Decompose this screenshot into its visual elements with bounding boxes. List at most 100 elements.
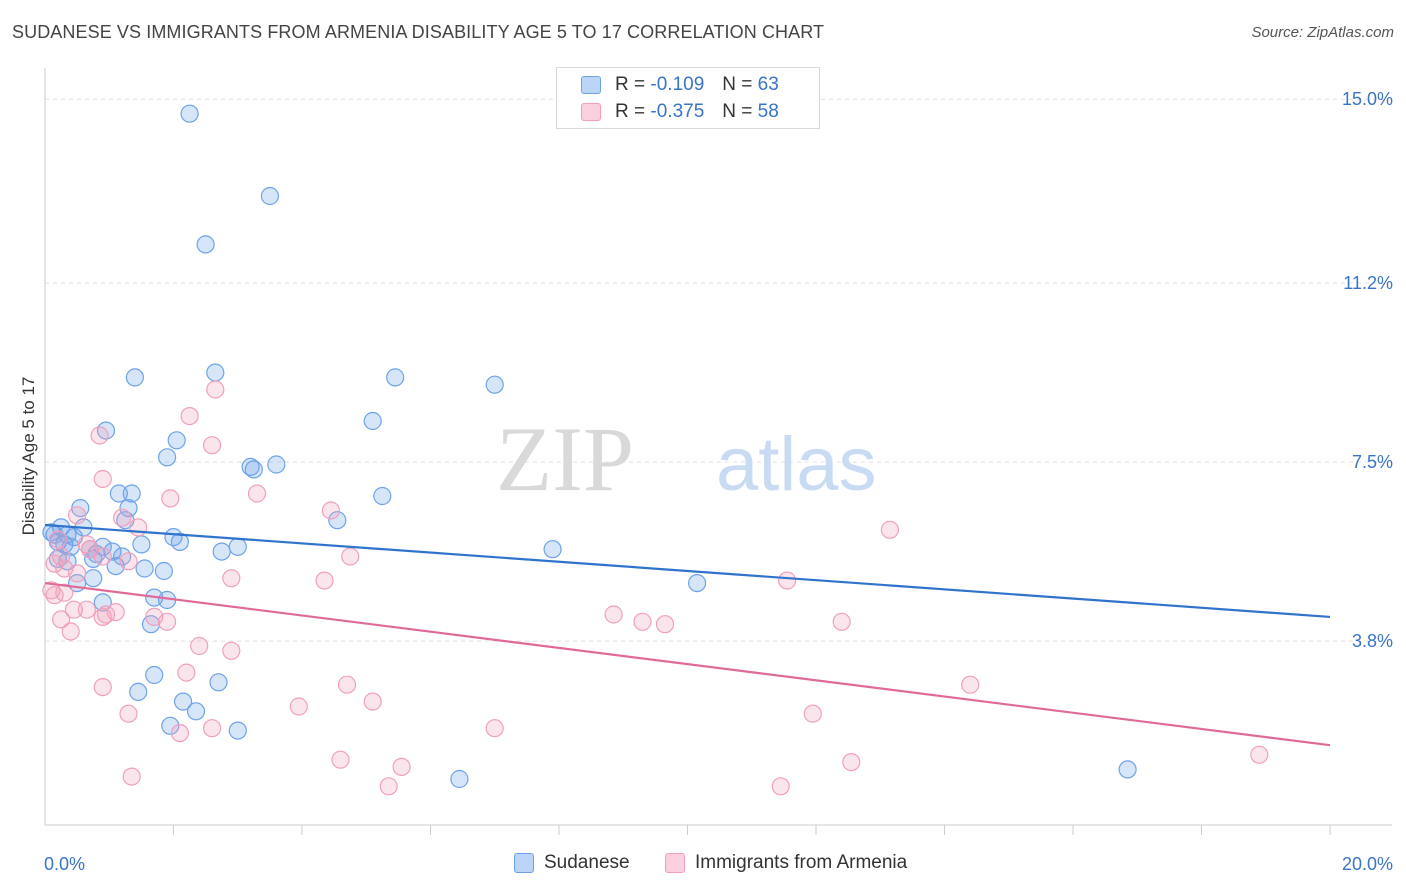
point-armenia bbox=[112, 508, 132, 527]
point-sudanese bbox=[228, 721, 247, 740]
point-sudanese bbox=[328, 511, 347, 530]
y-tick-label: 3.8% bbox=[1352, 631, 1393, 651]
point-armenia bbox=[48, 530, 68, 549]
point-armenia bbox=[341, 547, 360, 566]
point-armenia bbox=[222, 641, 241, 660]
point-sudanese bbox=[84, 569, 103, 588]
legend-swatch-sudanese bbox=[581, 75, 601, 94]
bottom-legend-swatch-sudanese bbox=[514, 852, 534, 873]
point-armenia bbox=[633, 612, 652, 631]
point-armenia bbox=[77, 535, 96, 554]
legend-r-value: -0.109 bbox=[650, 74, 705, 95]
point-armenia bbox=[67, 506, 87, 525]
point-armenia bbox=[379, 777, 398, 796]
bottom-legend-label-armenia: Immigrants from Armenia bbox=[695, 852, 908, 873]
point-sudanese bbox=[122, 484, 141, 503]
point-armenia bbox=[315, 571, 334, 590]
point-armenia bbox=[832, 612, 851, 631]
point-armenia bbox=[803, 704, 822, 723]
point-armenia bbox=[45, 554, 64, 573]
point-armenia bbox=[961, 675, 980, 694]
point-armenia bbox=[93, 677, 112, 697]
point-armenia bbox=[485, 719, 504, 738]
point-sudanese bbox=[687, 573, 707, 593]
legend-n-value: 58 bbox=[757, 101, 779, 122]
point-armenia bbox=[158, 612, 177, 631]
point-armenia bbox=[51, 610, 71, 629]
point-armenia bbox=[842, 752, 861, 772]
point-armenia bbox=[119, 704, 138, 723]
point-armenia bbox=[203, 719, 222, 738]
point-sudanese bbox=[125, 368, 144, 387]
point-armenia bbox=[170, 723, 189, 743]
point-armenia bbox=[247, 484, 267, 503]
trend-line-sudanese bbox=[44, 523, 1331, 619]
point-armenia bbox=[61, 622, 80, 641]
point-sudanese bbox=[132, 535, 151, 554]
y-tick-label: 15.0% bbox=[1342, 89, 1393, 109]
point-armenia bbox=[289, 697, 308, 716]
point-armenia bbox=[67, 564, 87, 583]
point-sudanese bbox=[145, 665, 164, 685]
point-sudanese bbox=[485, 375, 504, 394]
legend-n-value: 63 bbox=[757, 74, 779, 95]
bottom-legend-sudanese: Sudanese bbox=[514, 852, 630, 874]
point-sudanese bbox=[180, 104, 199, 123]
point-armenia bbox=[880, 520, 900, 539]
legend-swatch-armenia bbox=[581, 102, 601, 121]
chart-title: SUDANESE VS IMMIGRANTS FROM ARMENIA DISA… bbox=[12, 22, 825, 42]
legend-row-sudanese: R = -0.109 N = 63 bbox=[581, 74, 779, 100]
source-label: Source: ZipAtlas.com bbox=[1251, 24, 1394, 41]
point-armenia bbox=[93, 607, 112, 627]
point-armenia bbox=[655, 615, 675, 634]
point-sudanese bbox=[373, 486, 392, 506]
point-armenia bbox=[321, 501, 340, 520]
point-armenia bbox=[119, 552, 138, 571]
point-armenia bbox=[203, 436, 222, 455]
point-armenia bbox=[90, 426, 109, 445]
point-sudanese bbox=[158, 448, 177, 467]
point-armenia bbox=[392, 757, 411, 777]
grid-lines bbox=[45, 98, 1392, 642]
point-armenia bbox=[771, 777, 790, 796]
point-armenia bbox=[206, 380, 225, 399]
point-sudanese bbox=[1118, 760, 1137, 779]
point-armenia bbox=[77, 600, 96, 619]
point-sudanese bbox=[109, 484, 129, 503]
watermark: ZIP atlas bbox=[496, 408, 877, 510]
point-sudanese bbox=[186, 702, 206, 721]
point-armenia bbox=[177, 663, 196, 682]
point-sudanese bbox=[241, 457, 260, 476]
point-armenia bbox=[331, 750, 350, 769]
point-sudanese bbox=[228, 537, 247, 556]
point-sudanese bbox=[267, 455, 286, 474]
y-tick-label: 7.5% bbox=[1352, 452, 1393, 472]
point-armenia bbox=[64, 600, 84, 619]
watermark-atlas: atlas bbox=[716, 422, 877, 507]
point-sudanese bbox=[174, 692, 193, 711]
legend-n-label: N = bbox=[722, 74, 753, 95]
point-sudanese bbox=[196, 235, 215, 254]
series-armenia bbox=[42, 380, 1269, 796]
x-tick-label-min: 0.0% bbox=[44, 854, 85, 874]
point-sudanese bbox=[170, 532, 189, 552]
point-armenia bbox=[363, 692, 382, 711]
point-sudanese bbox=[42, 523, 61, 542]
point-armenia bbox=[222, 569, 241, 588]
tick-labels: 3.8% 7.5% 11.2% 15.0% 0.0% 20.0% bbox=[44, 89, 1393, 874]
legend-n-label: N = bbox=[722, 101, 753, 122]
x-tick-label-max: 20.0% bbox=[1342, 854, 1393, 874]
point-sudanese bbox=[135, 559, 154, 578]
watermark-zip: ZIP bbox=[496, 408, 634, 510]
trend-lines bbox=[44, 523, 1331, 747]
stats-legend: R = -0.109 N = 63 R = -0.375 N = 58 bbox=[556, 67, 820, 129]
legend-r-label: R = bbox=[615, 74, 646, 95]
point-armenia bbox=[777, 571, 797, 590]
point-armenia bbox=[55, 583, 74, 602]
legend-r-label: R = bbox=[615, 101, 646, 122]
point-sudanese bbox=[244, 460, 263, 479]
point-armenia bbox=[190, 636, 209, 656]
point-armenia bbox=[604, 605, 623, 624]
point-armenia bbox=[180, 407, 199, 426]
